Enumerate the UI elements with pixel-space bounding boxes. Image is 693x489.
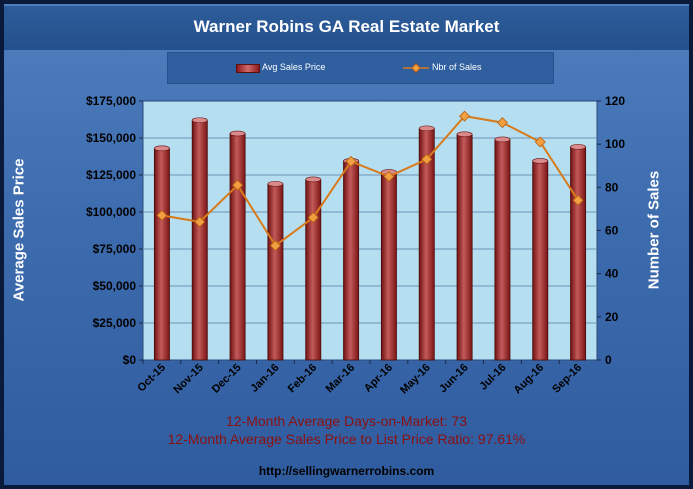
line-point: [232, 179, 244, 191]
bar-top: [532, 158, 549, 164]
bar-top: [229, 130, 246, 137]
y2-tick-label: 0: [605, 353, 612, 367]
x-tick-label: Apr-16: [362, 362, 395, 395]
footer-price-ratio: 12-Month Average Sales Price to List Pri…: [167, 431, 526, 447]
y2-tick-label: 80: [605, 180, 619, 194]
x-tick-label: May-16: [398, 362, 433, 397]
x-tick-label: Feb-16: [286, 362, 320, 396]
x-tick-label: Dec-15: [210, 362, 244, 396]
line-point: [421, 153, 433, 165]
line-series-nbr-of-sales: [161, 115, 579, 248]
line-point: [307, 212, 319, 224]
bar-top: [191, 117, 208, 124]
y-tick-label: $175,000: [86, 94, 136, 108]
bar-top: [267, 181, 284, 187]
line-point: [459, 110, 471, 122]
footer-days-on-market: 12-Month Average Days-on-Market: 73: [226, 413, 467, 429]
footer-url: http://sellingwarnerrobins.com: [258, 464, 435, 478]
y2-tick-label: 60: [605, 224, 619, 238]
y2-tick-label: 120: [605, 94, 625, 108]
y-tick-label: $25,000: [93, 316, 137, 330]
x-tick-label: Jun-16: [437, 362, 471, 396]
legend-bar-swatch: [236, 64, 260, 73]
bar: [456, 133, 473, 361]
bar: [153, 147, 170, 361]
bar: [229, 133, 246, 361]
bar: [305, 179, 322, 361]
line-point: [383, 171, 395, 183]
plot-background: [142, 100, 598, 361]
line-point: [269, 240, 281, 252]
bar-top: [418, 125, 435, 132]
bar: [267, 183, 284, 361]
y2-tick-label: 40: [605, 267, 619, 281]
x-tick-label: Nov-15: [171, 362, 205, 396]
bar: [494, 139, 511, 361]
line-point: [156, 209, 168, 221]
legend-label-nbr-of-sales: Nbr of Sales: [432, 62, 482, 72]
y-tick-label: $150,000: [86, 131, 136, 145]
y-tick-label: $125,000: [86, 168, 136, 182]
x-tick-label: Oct-15: [135, 362, 168, 395]
line-point: [572, 194, 584, 206]
bar: [532, 160, 549, 361]
bar-top: [456, 131, 473, 138]
bar: [570, 146, 587, 361]
bar: [191, 119, 208, 361]
y-tick-label: $0: [123, 353, 137, 367]
bar: [380, 171, 397, 361]
x-tick-label: Aug-16: [512, 362, 547, 397]
y-tick-label: $50,000: [93, 279, 137, 293]
bar-top: [570, 144, 586, 150]
x-tick-label: Sep-16: [550, 362, 584, 396]
line-point: [496, 117, 508, 129]
x-tick-label: Mar-16: [324, 362, 358, 396]
chart-title: Warner Robins GA Real Estate Market: [193, 17, 500, 36]
x-tick-label: Jul-16: [478, 362, 509, 393]
title-band: [4, 6, 689, 50]
y-tick-label: $100,000: [86, 205, 136, 219]
y2-tick-label: 20: [605, 310, 619, 324]
x-tick-label: Jan-16: [248, 362, 281, 395]
bar: [343, 160, 360, 361]
line-point: [345, 155, 357, 167]
bar-top: [154, 145, 170, 152]
legend-label-avg-sales-price: Avg Sales Price: [262, 62, 326, 72]
legend: Avg Sales Price Nbr of Sales: [167, 52, 554, 84]
line-point: [194, 216, 206, 228]
line-point: [534, 136, 546, 148]
bar-top: [494, 136, 511, 143]
legend-line-swatch: [403, 63, 429, 73]
y-tick-label: $75,000: [93, 242, 137, 256]
y2-tick-label: 100: [605, 137, 625, 151]
bar-top: [305, 176, 322, 183]
